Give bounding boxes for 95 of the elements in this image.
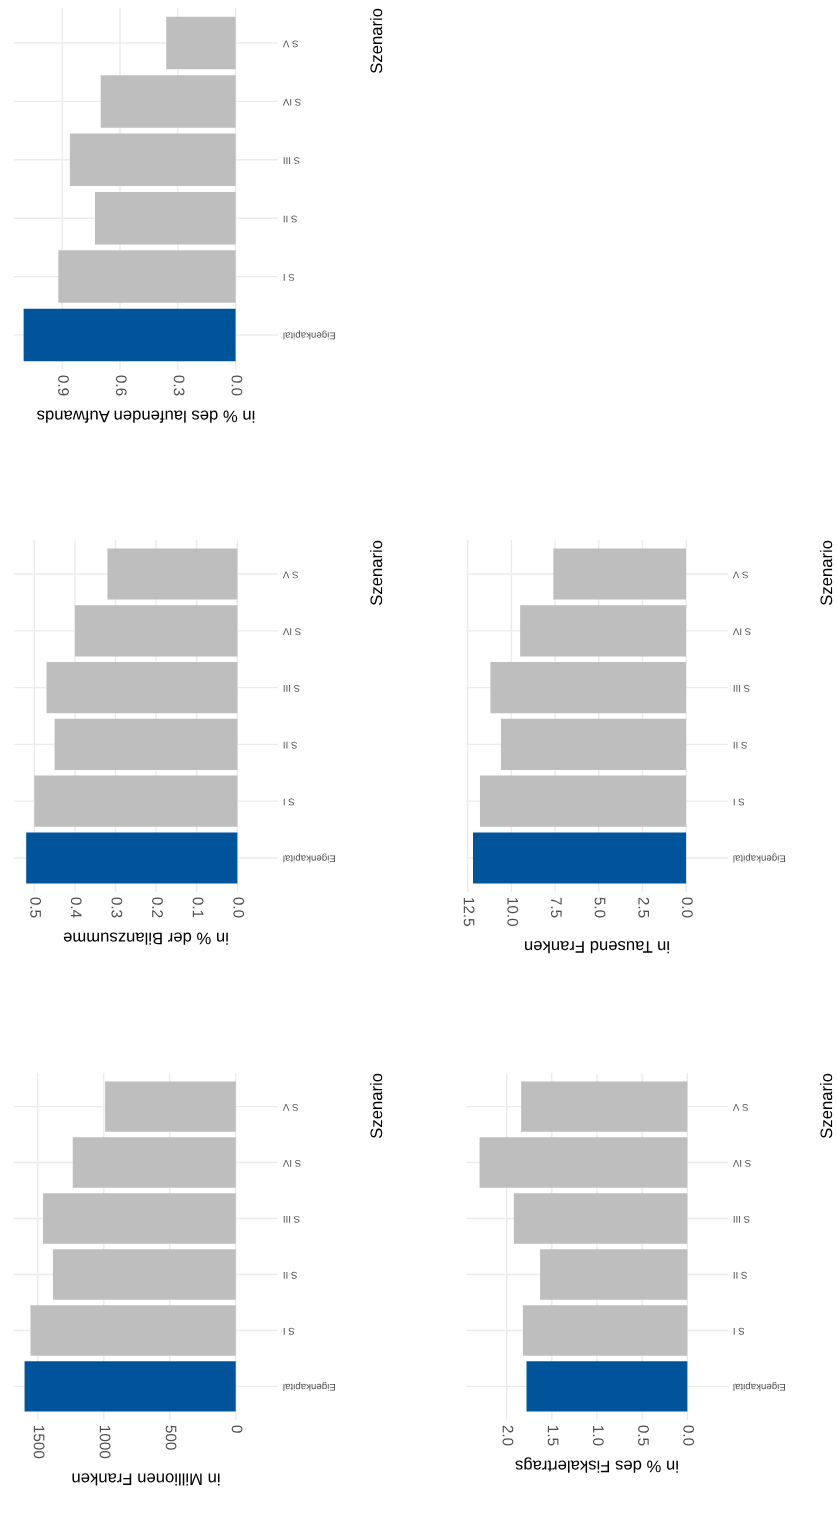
x-tick-label: 0.4: [70, 897, 82, 918]
y-tick-label: S II: [283, 215, 298, 223]
y-tick-label: S I: [733, 798, 745, 806]
x-tick-label: 12.5: [463, 898, 475, 926]
bar: [553, 548, 687, 600]
y-tick-label: S III: [733, 685, 750, 692]
x-tick-label: 0.6: [115, 375, 127, 396]
x-tick-label: 1.5: [547, 1426, 559, 1446]
x-axis-title: in Millionen Franken: [72, 1473, 220, 1486]
y-tick-label: S IV: [732, 1159, 751, 1167]
bar: [26, 832, 238, 884]
y-tick-label: S II: [283, 1271, 298, 1279]
bar: [74, 605, 238, 657]
bar: [513, 1193, 688, 1244]
y-tick-label: S IV: [732, 628, 751, 636]
x-tick-label: 0.5: [638, 1425, 649, 1446]
x-tick-label: 1.0: [592, 1426, 604, 1446]
y-tick-label: S V: [282, 571, 299, 579]
x-tick-label: 0.3: [173, 375, 185, 396]
bar: [94, 191, 236, 245]
x-axis-title: in % des Fiskalertrags: [515, 1457, 678, 1473]
bar: [522, 1305, 688, 1356]
bar: [69, 133, 236, 187]
bar: [24, 1361, 236, 1412]
x-tick-label: 0.0: [683, 1425, 695, 1446]
x-tick-label: 0.0: [233, 897, 245, 918]
x-tick-label: 0.9: [58, 375, 69, 396]
bar: [54, 718, 238, 770]
x-tick-label: 1000: [99, 1426, 111, 1459]
bar: [166, 16, 236, 70]
y-tick-label: S III: [283, 157, 300, 165]
x-tick-label: 0.0: [231, 375, 243, 396]
y-axis-title: Szenario: [370, 540, 383, 606]
y-tick-label: S II: [283, 741, 298, 749]
x-tick-label: 2.5: [638, 897, 650, 918]
x-tick-label: 1500: [33, 1426, 45, 1459]
y-tick-label: Eigenkapital: [733, 853, 786, 863]
bar: [479, 1137, 688, 1188]
x-axis-title: in % des laufenden Aufwands: [37, 410, 255, 423]
bar: [520, 605, 687, 657]
bar: [34, 775, 238, 827]
y-tick-label: S IV: [282, 1159, 301, 1167]
y-tick-label: Eigenkapital: [733, 1381, 786, 1391]
bar: [526, 1361, 688, 1412]
x-tick-label: 10.0: [507, 898, 519, 926]
y-tick-label: S IV: [282, 98, 301, 106]
bar: [500, 718, 687, 770]
y-tick-label: S I: [733, 1327, 745, 1335]
bar: [46, 662, 238, 714]
x-axis-title: in Tausend Franken: [525, 941, 669, 954]
bar: [30, 1305, 236, 1356]
bar: [540, 1249, 688, 1300]
y-tick-label: S II: [733, 1271, 748, 1279]
x-tick-label: 500: [165, 1425, 177, 1450]
bar: [72, 1137, 236, 1188]
y-tick-label: Eigenkapital: [283, 853, 336, 863]
x-tick-label: 2.0: [502, 1425, 514, 1446]
y-tick-label: S I: [283, 1327, 295, 1335]
y-tick-label: S V: [282, 1103, 299, 1111]
y-axis-title: Szenario: [820, 1073, 833, 1139]
y-tick-label: S III: [283, 1215, 300, 1223]
y-tick-label: S IV: [282, 628, 301, 636]
x-tick-label: 0: [231, 1425, 243, 1433]
y-tick-label: Eigenkapital: [283, 1381, 336, 1391]
x-tick-label: 0.3: [111, 897, 123, 918]
bar: [521, 1081, 688, 1132]
bar: [43, 1193, 236, 1244]
y-tick-label: S III: [283, 685, 300, 692]
bar: [105, 1081, 236, 1132]
y-tick-label: S I: [283, 273, 295, 281]
x-tick-label: 7.5: [550, 897, 562, 918]
x-tick-label: 0.1: [192, 897, 204, 918]
bar: [479, 775, 687, 827]
x-tick-label: 0.2: [152, 897, 163, 918]
y-axis-title: Szenario: [370, 8, 383, 74]
x-tick-label: 5.0: [594, 897, 606, 918]
x-axis-title: in % der Bilanzsumme: [63, 932, 228, 945]
y-axis-title: Szenario: [370, 1073, 383, 1139]
y-tick-label: S II: [733, 741, 748, 749]
y-tick-label: S III: [733, 1215, 750, 1223]
bar: [472, 832, 687, 884]
y-tick-label: S I: [283, 798, 295, 806]
y-tick-label: S V: [732, 571, 749, 579]
y-axis-title: Szenario: [820, 540, 833, 606]
bar: [100, 75, 236, 128]
bar: [58, 250, 236, 303]
y-tick-label: S V: [732, 1103, 749, 1111]
bar: [23, 308, 236, 362]
x-tick-label: 0.0: [681, 897, 693, 918]
y-tick-label: Eigenkapital: [283, 330, 336, 340]
bar: [490, 662, 687, 714]
bar: [107, 548, 238, 600]
y-tick-label: S V: [282, 40, 299, 48]
x-tick-label: 0.5: [30, 897, 42, 918]
bar: [52, 1249, 236, 1300]
